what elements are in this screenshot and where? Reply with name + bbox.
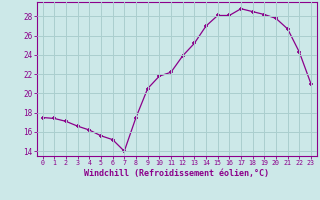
X-axis label: Windchill (Refroidissement éolien,°C): Windchill (Refroidissement éolien,°C) <box>84 169 269 178</box>
